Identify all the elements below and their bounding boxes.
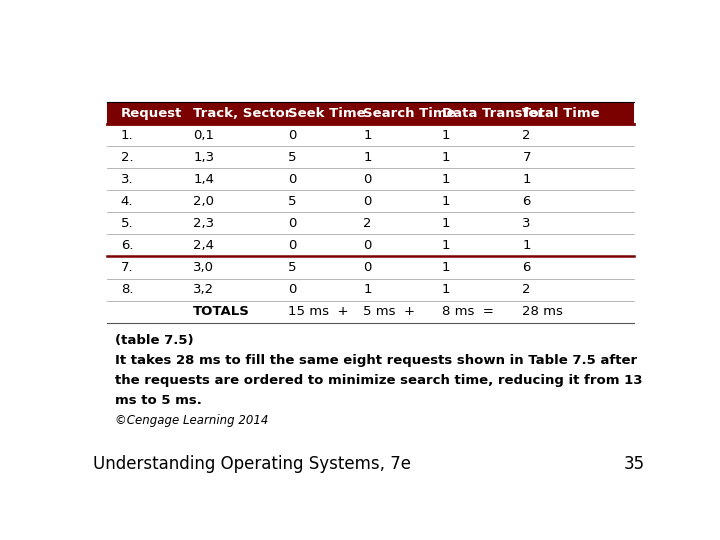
Text: 0,1: 0,1 [193,129,215,142]
Text: 1: 1 [441,261,450,274]
Text: 0: 0 [288,129,297,142]
Text: 0: 0 [364,195,372,208]
Text: 1,3: 1,3 [193,151,215,164]
Text: 0: 0 [288,239,297,252]
Text: 2,3: 2,3 [193,217,215,230]
Bar [107,102,634,124]
Text: 8.: 8. [121,283,133,296]
Text: 1: 1 [364,129,372,142]
Text: 7: 7 [523,151,531,164]
Text: 3,2: 3,2 [193,283,215,296]
Text: 2,4: 2,4 [193,239,215,252]
Text: 1: 1 [441,217,450,230]
Text: 6: 6 [523,195,531,208]
Text: 15 ms  +: 15 ms + [288,305,348,318]
Text: Understanding Operating Systems, 7e: Understanding Operating Systems, 7e [93,455,411,473]
Text: Request: Request [121,107,182,120]
Text: 3.: 3. [121,173,133,186]
Text: Track, Sector: Track, Sector [193,107,292,120]
Text: (table 7.5): (table 7.5) [115,334,194,347]
Text: It takes 28 ms to fill the same eight requests shown in Table 7.5 after: It takes 28 ms to fill the same eight re… [115,354,637,367]
Text: 0: 0 [288,217,297,230]
Text: 5 ms  +: 5 ms + [364,305,415,318]
Text: 7.: 7. [121,261,133,274]
Text: 2,0: 2,0 [193,195,215,208]
Text: the requests are ordered to minimize search time, reducing it from 13: the requests are ordered to minimize sea… [115,374,643,387]
Text: 1: 1 [364,283,372,296]
Text: 2: 2 [523,283,531,296]
Text: 5: 5 [288,151,297,164]
Text: 0: 0 [288,283,297,296]
Text: 3,0: 3,0 [193,261,215,274]
Text: ms to 5 ms.: ms to 5 ms. [115,394,202,407]
Text: 5.: 5. [121,217,133,230]
Text: 5: 5 [288,195,297,208]
Text: Total Time: Total Time [523,107,600,120]
Text: 1: 1 [364,151,372,164]
Text: 1: 1 [441,195,450,208]
Text: 2: 2 [364,217,372,230]
Text: Seek Time: Seek Time [288,107,366,120]
Text: 1: 1 [441,239,450,252]
Text: 28 ms: 28 ms [523,305,563,318]
Text: 1: 1 [441,129,450,142]
Text: 1.: 1. [121,129,133,142]
Text: 1: 1 [441,173,450,186]
Text: Search Time: Search Time [364,107,456,120]
Text: 1: 1 [441,151,450,164]
Text: 3: 3 [523,217,531,230]
Text: 0: 0 [364,173,372,186]
Text: TOTALS: TOTALS [193,305,250,318]
Text: 1: 1 [523,239,531,252]
Text: 6.: 6. [121,239,133,252]
Text: 1: 1 [523,173,531,186]
Text: ©Cengage Learning 2014: ©Cengage Learning 2014 [115,414,269,427]
Text: 2: 2 [523,129,531,142]
Text: 1,4: 1,4 [193,173,215,186]
Text: 5: 5 [288,261,297,274]
Text: 8 ms  =: 8 ms = [441,305,493,318]
Text: 35: 35 [624,455,645,473]
Text: 0: 0 [364,239,372,252]
Text: 1: 1 [441,283,450,296]
Text: 0: 0 [364,261,372,274]
Text: Data Transfer: Data Transfer [441,107,544,120]
Text: 4.: 4. [121,195,133,208]
Text: 0: 0 [288,173,297,186]
Text: 6: 6 [523,261,531,274]
Text: 2.: 2. [121,151,133,164]
